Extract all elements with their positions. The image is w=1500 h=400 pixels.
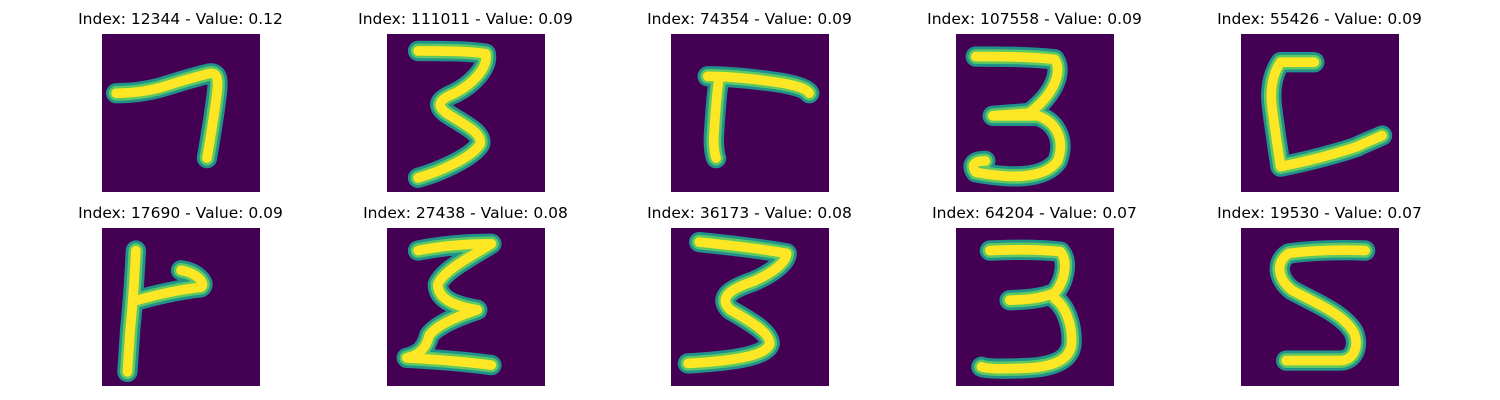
digit-stroke-core [683, 237, 792, 369]
panel-title: Index: 74354 - Value: 0.09 [647, 10, 852, 28]
digit-image [1241, 228, 1399, 386]
digit-stroke-core [1275, 245, 1370, 366]
digit-panel: Index: 55426 - Value: 0.09 [1177, 10, 1462, 202]
digit-stroke-core [702, 71, 815, 163]
digit-image [671, 228, 829, 386]
digit-stroke-core [122, 245, 208, 377]
panel-title: Index: 111011 - Value: 0.09 [358, 10, 573, 28]
panel-title: Index: 107558 - Value: 0.09 [927, 10, 1142, 28]
digit-panel: Index: 27438 - Value: 0.08 [323, 204, 608, 396]
panel-title: Index: 64204 - Value: 0.07 [932, 204, 1137, 222]
panel-title: Index: 36173 - Value: 0.08 [647, 204, 852, 222]
digit-stroke-core [976, 245, 1077, 374]
panel-title: Index: 17690 - Value: 0.09 [78, 204, 283, 222]
digit-panel: Index: 107558 - Value: 0.09 [892, 10, 1177, 202]
digit-panel: Index: 74354 - Value: 0.09 [607, 10, 892, 202]
digit-stroke-core [968, 51, 1066, 182]
panel-title: Index: 55426 - Value: 0.09 [1217, 10, 1422, 28]
panel-title: Index: 12344 - Value: 0.12 [78, 10, 283, 28]
digit-background [102, 34, 260, 192]
digit-stroke-core [413, 46, 491, 183]
digit-stroke-core [1266, 57, 1387, 172]
digit-image [671, 34, 829, 192]
digit-panel: Index: 111011 - Value: 0.09 [323, 10, 608, 202]
digit-background [671, 34, 829, 192]
digit-image [956, 34, 1114, 192]
digit-image [387, 228, 545, 386]
digit-panel: Index: 19530 - Value: 0.07 [1177, 204, 1462, 396]
digit-image [102, 228, 260, 386]
digit-stroke-core [401, 239, 497, 370]
panel-title: Index: 27438 - Value: 0.08 [363, 204, 568, 222]
digit-stroke-core [111, 68, 223, 163]
digit-panel: Index: 64204 - Value: 0.07 [892, 204, 1177, 396]
digit-image [102, 34, 260, 192]
digit-panel: Index: 17690 - Value: 0.09 [38, 204, 323, 396]
digit-image [387, 34, 545, 192]
digit-panel: Index: 36173 - Value: 0.08 [607, 204, 892, 396]
digit-image [956, 228, 1114, 386]
digit-panel: Index: 12344 - Value: 0.12 [38, 10, 323, 202]
panel-title: Index: 19530 - Value: 0.07 [1217, 204, 1422, 222]
digit-image [1241, 34, 1399, 192]
